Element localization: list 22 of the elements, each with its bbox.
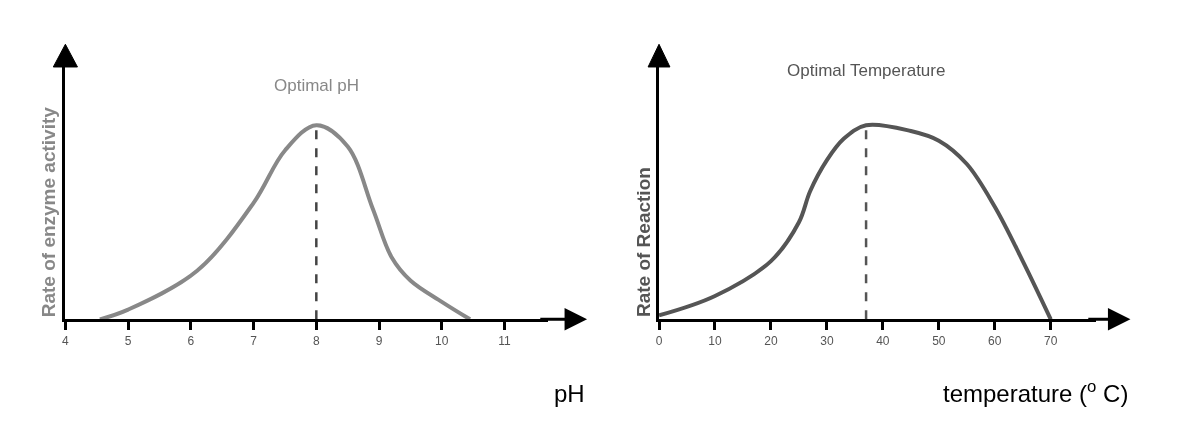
x-tick-label: 11 [498,333,512,348]
x-tick-label: 10 [435,333,449,348]
x-tick-label: 50 [932,333,946,348]
annotation: Optimal Temperature [787,61,946,80]
x-tick-label: 7 [250,333,258,348]
annotation: Optimal pH [274,76,360,95]
x-tick-label: 20 [764,333,778,348]
x-tick-label: 60 [988,333,1002,348]
y-axis-title: Rate of enzyme activity [37,106,59,318]
x-tick-label: 5 [124,333,132,348]
x-tick-label: 8 [312,333,320,348]
x-tick-label: 4 [62,333,70,348]
x-tick-label: 0 [655,333,663,348]
x-tick-label: 40 [876,333,890,348]
x-tick-label: 6 [187,333,195,348]
x-axis-title: pH [554,380,585,407]
y-axis-title: Rate of Reaction [633,167,655,318]
x-axis-title: temperature ($^{o}$ C) [943,377,1129,408]
x-tick-label: 30 [820,333,834,348]
x-tick-label: 10 [708,333,722,348]
x-tick-label: 9 [375,333,383,348]
x-tick-label: 70 [1044,333,1058,348]
